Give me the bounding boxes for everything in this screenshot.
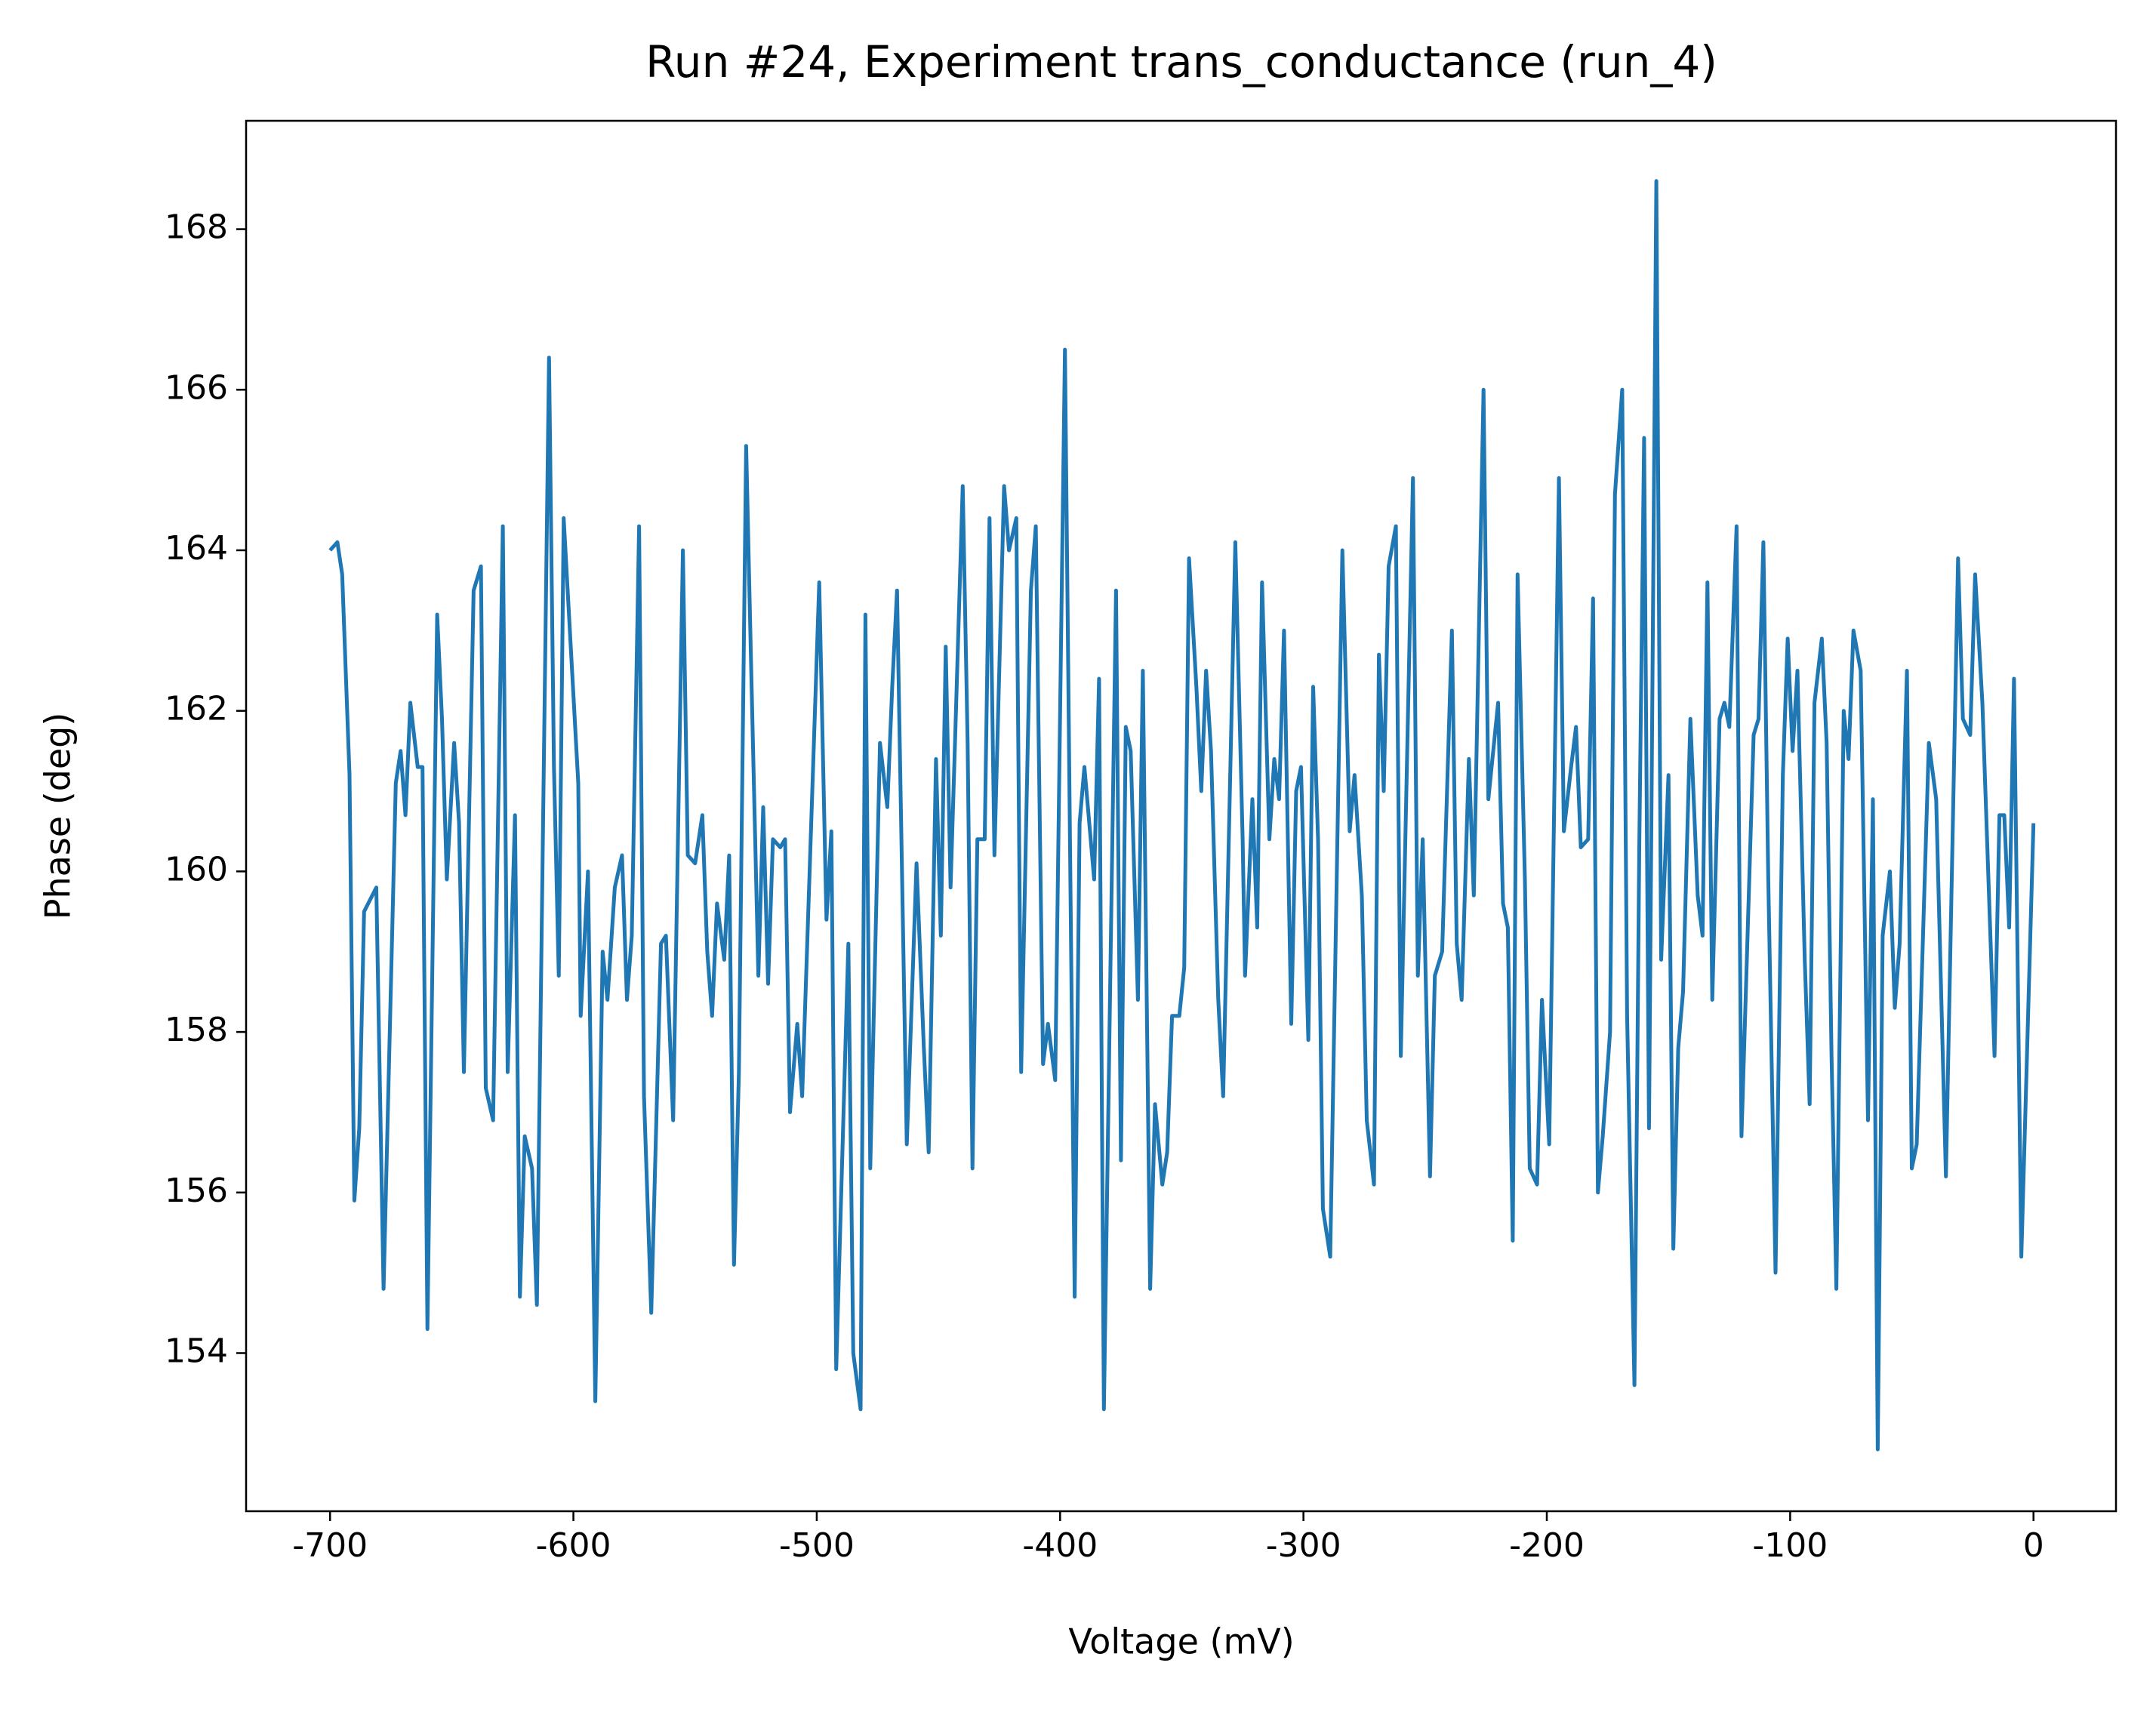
data-line <box>328 179 2036 1452</box>
y-axis-label: Phase (deg) <box>38 713 79 920</box>
y-tick-label: 160 <box>165 850 228 888</box>
x-tick-label: -700 <box>292 1526 368 1565</box>
plot-frame <box>245 119 2118 1513</box>
y-tick-label: 166 <box>165 368 228 407</box>
x-tick-label: 0 <box>2023 1526 2044 1565</box>
y-tick-label: 162 <box>165 690 228 728</box>
x-tick-label: -200 <box>1509 1526 1585 1565</box>
x-tick-label: -500 <box>779 1526 855 1565</box>
y-tick-label: 154 <box>165 1332 228 1370</box>
x-tick-label: -300 <box>1266 1526 1341 1565</box>
x-tick-label: -600 <box>536 1526 611 1565</box>
y-tick-label: 156 <box>165 1172 228 1210</box>
y-tick-label: 168 <box>165 208 228 247</box>
x-axis-label: Voltage (mV) <box>1068 1621 1294 1662</box>
y-tick-label: 164 <box>165 529 228 568</box>
x-tick-label: -400 <box>1022 1526 1098 1565</box>
chart-title: Run #24, Experiment trans_conductance (r… <box>645 36 1717 88</box>
x-tick-label: -100 <box>1752 1526 1828 1565</box>
y-tick-label: 158 <box>165 1011 228 1049</box>
